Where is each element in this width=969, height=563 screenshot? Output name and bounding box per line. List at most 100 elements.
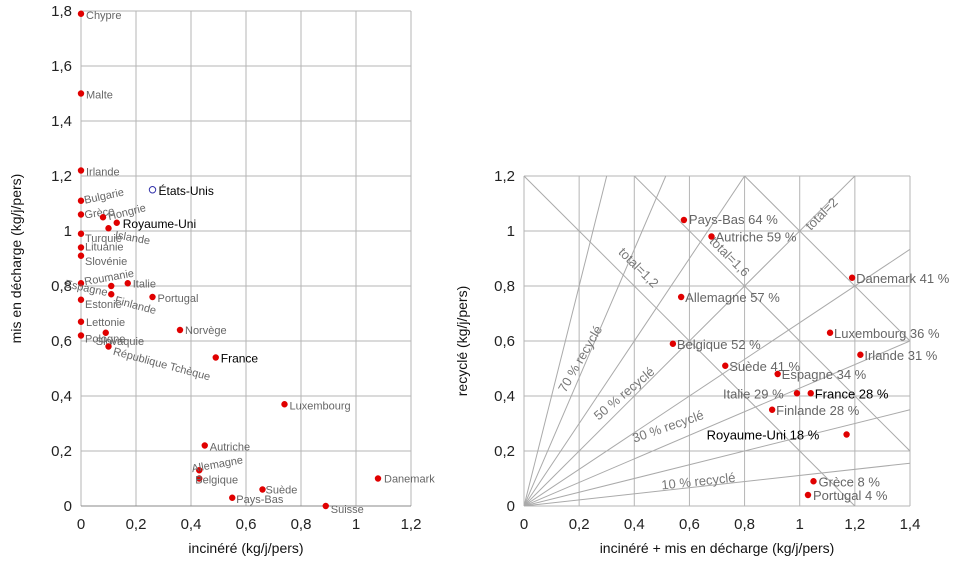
data-point <box>677 293 685 301</box>
data-point <box>774 370 781 378</box>
x-tick-label: 0,8 <box>291 516 312 533</box>
y-tick-label: 0,8 <box>494 278 515 295</box>
x-tick-label: 0 <box>77 516 85 533</box>
data-point <box>201 442 208 449</box>
data-point <box>105 343 112 350</box>
point-label: Suisse <box>331 504 364 516</box>
data-point <box>669 340 677 347</box>
point-label: Grèce 8 % <box>819 474 881 489</box>
share-line-label: 30 % recyclé <box>630 407 705 445</box>
total-line <box>744 176 910 342</box>
point-label: Estonie <box>85 299 122 311</box>
data-point <box>148 186 157 194</box>
data-point <box>768 406 776 413</box>
point-label: Suède <box>266 485 298 497</box>
data-point <box>708 233 715 240</box>
data-point <box>212 354 219 361</box>
point-label: Allemagne 57 % <box>685 290 780 305</box>
x-tick-label: 0,4 <box>181 516 202 533</box>
data-point <box>108 291 115 298</box>
data-point <box>77 280 85 287</box>
data-point <box>259 486 266 493</box>
total-line <box>524 176 856 506</box>
point-label: Royaume-Uni <box>123 217 196 231</box>
data-point <box>722 362 729 369</box>
share-line <box>524 176 667 506</box>
data-point <box>124 280 131 287</box>
data-point <box>196 467 203 474</box>
data-point <box>176 326 184 334</box>
point-label: Autriche <box>210 442 250 454</box>
y-tick-label: 1 <box>64 223 72 240</box>
data-point <box>322 502 329 510</box>
x-tick-label: 0 <box>520 516 528 533</box>
y-tick-label: 1,2 <box>51 168 72 185</box>
point-label: France 28 % <box>815 386 889 401</box>
x-tick-label: 0,6 <box>236 516 257 533</box>
y-tick-label: 0 <box>64 498 72 515</box>
x-tick-label: 0,4 <box>624 516 645 533</box>
point-label: Luxembourg 36 % <box>834 326 940 341</box>
share-line <box>524 176 856 506</box>
data-point <box>99 214 107 221</box>
data-point <box>77 318 85 325</box>
point-label: Grèce <box>84 205 115 221</box>
y-tick-label: 1,6 <box>51 58 72 75</box>
point-label: Pays-Bas <box>236 494 284 506</box>
share-line <box>524 340 910 506</box>
point-label: Irlande <box>86 167 120 179</box>
share-line <box>524 248 910 506</box>
point-label: Irlande 31 % <box>864 348 937 363</box>
point-label: Lettonie <box>86 317 125 329</box>
share-line <box>524 176 746 506</box>
data-point <box>149 293 156 301</box>
point-label: Allemagne <box>191 454 244 475</box>
point-label: Norvège <box>185 325 227 337</box>
y-tick-label: 0,2 <box>51 443 72 460</box>
x-axis-label: incinéré (kg/j/pers) <box>188 540 303 556</box>
point-label: Chypre <box>86 10 121 22</box>
x-axis-label: incinéré + mis en décharge (kg/j/pers) <box>600 540 835 556</box>
y-tick-label: 0,2 <box>494 443 515 460</box>
y-tick-label: 0 <box>507 498 515 515</box>
x-tick-label: 1,2 <box>844 516 865 533</box>
x-tick-label: 0,6 <box>679 516 700 533</box>
y-tick-label: 1,4 <box>51 113 72 130</box>
data-point <box>77 230 85 237</box>
total-line <box>633 176 910 452</box>
data-point <box>102 329 109 336</box>
data-point <box>848 274 856 281</box>
x-tick-label: 0,2 <box>569 516 590 533</box>
point-label: Autriche 59 % <box>715 230 796 245</box>
share-line-label: 10 % recyclé <box>661 470 737 493</box>
point-label: Espagne 34 % <box>782 367 867 382</box>
point-label: Danemark <box>384 474 435 486</box>
data-point <box>843 431 850 438</box>
point-label: Portugal <box>158 293 199 305</box>
y-axis-label: mis en décharge (kg/j/pers) <box>8 174 24 344</box>
share-line-label: 50 % recyclé <box>591 364 658 423</box>
data-point <box>804 491 812 499</box>
point-label: Malte <box>86 90 113 102</box>
data-point <box>281 401 288 408</box>
data-point <box>105 225 112 232</box>
data-point <box>77 211 85 218</box>
y-tick-label: 0,6 <box>51 333 72 350</box>
data-point <box>77 332 85 339</box>
point-label: Italie <box>133 278 156 290</box>
y-axis-label: recyclé (kg/j/pers) <box>454 286 470 396</box>
point-label: République Tchèque <box>112 346 212 384</box>
point-label: Suède 41 % <box>729 359 800 374</box>
point-label: Pologne <box>85 334 125 346</box>
y-tick-label: 1 <box>507 223 515 240</box>
x-tick-label: 1 <box>352 516 360 533</box>
point-label: Pays-Bas 64 % <box>689 212 778 227</box>
data-point <box>680 216 688 224</box>
data-point <box>77 244 85 251</box>
point-label: Portugal 4 % <box>813 488 888 503</box>
share-line <box>524 462 910 506</box>
data-point <box>77 197 85 204</box>
point-label: Royaume-Uni 18 % <box>707 428 820 443</box>
data-point <box>77 252 85 259</box>
